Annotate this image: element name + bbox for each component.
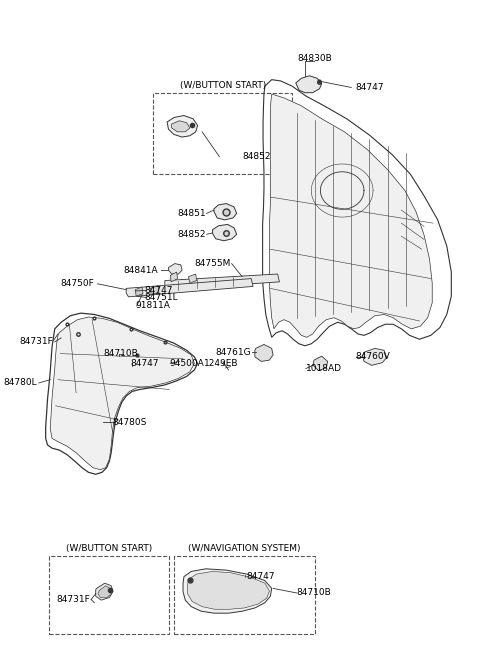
Polygon shape — [98, 586, 111, 597]
Text: 84710B: 84710B — [103, 349, 138, 358]
Text: (W/BUTTON START): (W/BUTTON START) — [66, 544, 152, 553]
Text: 84755M: 84755M — [194, 259, 231, 268]
Text: 84760V: 84760V — [356, 352, 391, 362]
Polygon shape — [126, 278, 253, 297]
Polygon shape — [172, 121, 190, 132]
Text: 1018AD: 1018AD — [306, 364, 342, 373]
Polygon shape — [167, 115, 198, 137]
Polygon shape — [179, 355, 190, 369]
Text: 84852: 84852 — [242, 152, 271, 161]
Polygon shape — [188, 571, 269, 609]
Polygon shape — [50, 317, 194, 470]
Text: 94500A: 94500A — [169, 359, 204, 368]
Polygon shape — [168, 263, 182, 274]
Text: (W/BUTTON START): (W/BUTTON START) — [180, 81, 266, 90]
Text: 84747: 84747 — [356, 83, 384, 92]
Text: 84750F: 84750F — [60, 279, 95, 288]
Polygon shape — [183, 569, 272, 613]
Polygon shape — [65, 329, 80, 346]
Polygon shape — [96, 583, 113, 600]
Polygon shape — [214, 204, 237, 220]
Polygon shape — [255, 345, 273, 362]
Text: 84851: 84851 — [177, 209, 206, 218]
Text: 84751L: 84751L — [144, 293, 178, 302]
Polygon shape — [269, 94, 432, 337]
Polygon shape — [363, 348, 387, 365]
Text: 84852: 84852 — [177, 230, 206, 238]
Text: 84747: 84747 — [144, 286, 173, 295]
Polygon shape — [189, 274, 197, 283]
Text: 91811A: 91811A — [135, 301, 170, 310]
Polygon shape — [296, 76, 322, 93]
Polygon shape — [165, 274, 279, 290]
Text: 1249EB: 1249EB — [204, 359, 238, 368]
Text: 84710B: 84710B — [297, 588, 332, 597]
Text: 84780S: 84780S — [112, 418, 147, 426]
Text: 84747: 84747 — [131, 359, 159, 368]
Polygon shape — [213, 225, 237, 241]
Polygon shape — [123, 348, 138, 364]
Polygon shape — [150, 286, 159, 295]
Text: 84731F: 84731F — [56, 595, 90, 604]
Text: 84747: 84747 — [247, 572, 275, 581]
Polygon shape — [170, 272, 178, 282]
Polygon shape — [135, 287, 143, 296]
Text: 84731F: 84731F — [20, 337, 53, 346]
Text: 84761G: 84761G — [216, 348, 251, 357]
Polygon shape — [61, 326, 83, 348]
Text: (W/NAVIGATION SYSTEM): (W/NAVIGATION SYSTEM) — [188, 544, 300, 553]
Text: 84780L: 84780L — [4, 379, 37, 388]
Text: 84841A: 84841A — [123, 266, 158, 274]
Polygon shape — [313, 356, 328, 371]
Text: 84830B: 84830B — [298, 54, 332, 64]
